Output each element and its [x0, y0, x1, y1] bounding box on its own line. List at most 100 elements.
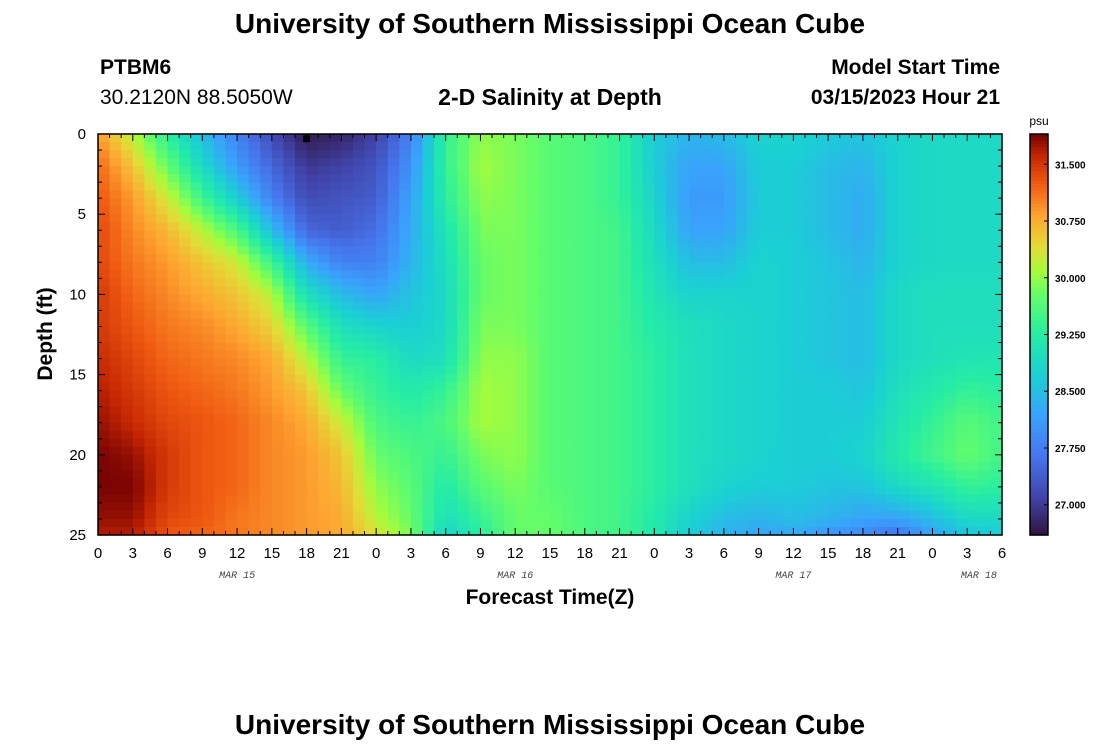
heatmap-cell — [862, 174, 876, 183]
heatmap-cell — [584, 182, 597, 191]
heatmap-cell — [897, 318, 910, 328]
heatmap-cell — [909, 310, 922, 320]
heatmap-cell — [341, 198, 354, 207]
heatmap-cell — [770, 526, 783, 536]
heatmap-cell — [862, 350, 876, 360]
heatmap-cell — [98, 230, 111, 239]
heatmap-cell — [248, 502, 261, 512]
heatmap-cell — [909, 438, 922, 448]
heatmap-cell — [561, 198, 574, 207]
heatmap-cell — [515, 446, 528, 456]
heatmap-cell — [781, 262, 794, 271]
colorbar-swatch — [1030, 364, 1048, 369]
heatmap-cell — [260, 350, 273, 360]
heatmap-cell — [874, 526, 887, 536]
heatmap-cell — [213, 206, 227, 215]
heatmap-cell — [410, 406, 424, 416]
heatmap-cell — [874, 470, 887, 480]
heatmap-cell — [352, 318, 366, 328]
heatmap-cell — [665, 158, 679, 167]
heatmap-cell — [329, 262, 342, 271]
heatmap-cell — [735, 246, 748, 255]
heatmap-cell — [318, 246, 331, 255]
heatmap-cell — [468, 390, 482, 400]
heatmap-cell — [526, 438, 540, 448]
heatmap-cell — [607, 430, 621, 440]
heatmap-cell — [213, 350, 227, 360]
heatmap-cell — [283, 142, 296, 151]
heatmap-cell — [457, 422, 470, 432]
heatmap-cell — [816, 246, 829, 255]
heatmap-cell — [584, 398, 597, 408]
heatmap-cell — [364, 182, 377, 191]
heatmap-cell — [422, 518, 435, 528]
heatmap-cell — [306, 430, 319, 440]
heatmap-cell — [376, 278, 389, 287]
heatmap-cell — [851, 302, 864, 312]
heatmap-cell — [862, 214, 876, 223]
heatmap-cell — [515, 182, 528, 191]
heatmap-cell — [422, 502, 435, 512]
heatmap-cell — [654, 486, 667, 496]
heatmap-cell — [248, 494, 261, 504]
heatmap-cell — [352, 198, 366, 207]
heatmap-cell — [990, 454, 1003, 464]
heatmap-cell — [677, 366, 690, 376]
heatmap-cell — [886, 342, 899, 352]
heatmap-cell — [515, 254, 528, 263]
heatmap-cell — [445, 454, 458, 464]
heatmap-cell — [329, 518, 342, 528]
heatmap-cell — [399, 486, 412, 496]
heatmap-cell — [283, 286, 296, 295]
colorbar-swatch — [1030, 167, 1048, 172]
heatmap-cell — [793, 302, 806, 312]
heatmap-cell — [492, 486, 505, 496]
heatmap-cell — [283, 166, 296, 175]
heatmap-cell — [897, 382, 910, 392]
colorbar-swatch — [1030, 404, 1048, 409]
heatmap-cell — [712, 150, 725, 159]
heatmap-cell — [457, 310, 470, 320]
heatmap-cell — [990, 254, 1003, 263]
heatmap-cell — [747, 326, 760, 336]
heatmap-cell — [712, 414, 725, 424]
heatmap-cell — [179, 294, 192, 304]
heatmap-cell — [155, 382, 169, 392]
heatmap-cell — [758, 302, 771, 312]
heatmap-cell — [839, 390, 852, 400]
heatmap-cell — [271, 190, 285, 199]
heatmap-cell — [793, 422, 806, 432]
heatmap-cell — [990, 294, 1003, 304]
heatmap-cell — [121, 174, 134, 183]
heatmap-cell — [341, 334, 354, 344]
heatmap-cell — [526, 494, 540, 504]
heatmap-cell — [816, 478, 829, 488]
heatmap-cell — [793, 406, 806, 416]
heatmap-cell — [897, 174, 910, 183]
heatmap-cell — [874, 238, 887, 247]
heatmap-cell — [665, 190, 679, 199]
heatmap-cell — [816, 446, 829, 456]
heatmap-cell — [179, 422, 192, 432]
heatmap-cell — [839, 342, 852, 352]
heatmap-cell — [804, 198, 818, 207]
heatmap-cell — [573, 358, 586, 368]
heatmap-cell — [410, 166, 424, 175]
x-tick-label: 12 — [507, 545, 524, 562]
heatmap-cell — [793, 502, 806, 512]
heatmap-cell — [712, 294, 725, 304]
heatmap-cell — [932, 326, 945, 336]
heatmap-cell — [932, 430, 945, 440]
heatmap-cell — [213, 478, 227, 488]
colorbar-swatch — [1030, 137, 1048, 142]
heatmap-cell — [260, 134, 273, 143]
heatmap-cell — [306, 278, 319, 287]
heatmap-cell — [283, 294, 296, 304]
heatmap-cell — [550, 438, 563, 448]
heatmap-cell — [990, 430, 1003, 440]
heatmap-cell — [179, 414, 192, 424]
heatmap-cell — [793, 182, 806, 191]
heatmap-cell — [445, 246, 458, 255]
heatmap-cell — [399, 206, 412, 215]
heatmap-cell — [202, 150, 215, 159]
